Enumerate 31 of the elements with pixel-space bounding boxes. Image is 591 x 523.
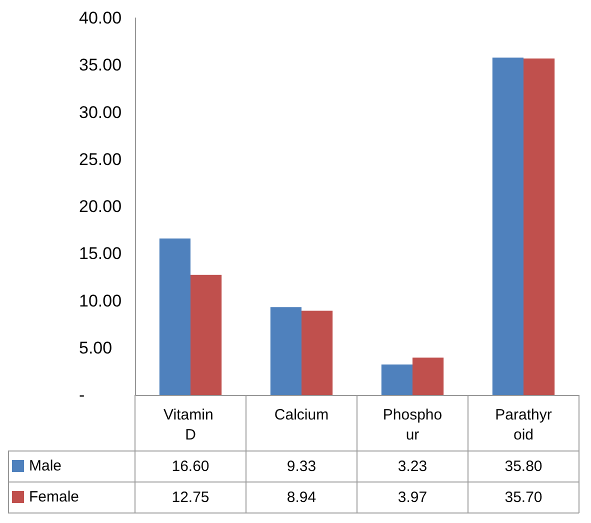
- bar: [492, 58, 524, 395]
- bar: [190, 274, 222, 395]
- y-tick-label: 10.00: [79, 291, 122, 310]
- data-label: 12.75: [172, 489, 210, 506]
- bar: [302, 310, 333, 395]
- bar: [412, 358, 444, 395]
- data-label: 35.70: [504, 489, 542, 506]
- x-tick-label: Calcium: [274, 406, 329, 424]
- x-tick-label: Parathyroid: [495, 406, 552, 444]
- y-tick-label: 15.00: [79, 244, 122, 264]
- x-tick-label: Vitamin D: [164, 406, 218, 444]
- bar: [159, 238, 190, 395]
- y-tick-label: 5.00: [79, 338, 112, 358]
- bar: [270, 307, 302, 395]
- legend-label: Male: [29, 458, 62, 474]
- y-tick-label: 40.00: [79, 8, 122, 28]
- y-tick-label: 20.00: [79, 197, 122, 216]
- data-label: 16.60: [172, 458, 210, 475]
- data-label: 9.33: [286, 458, 316, 475]
- bar: [381, 364, 412, 395]
- y-tick-label: 30.00: [79, 102, 122, 122]
- legend-label: Female: [29, 488, 80, 506]
- y-tick-label: 35.00: [79, 56, 122, 75]
- data-label: 8.94: [286, 489, 316, 506]
- data-label: 35.80: [504, 458, 542, 475]
- x-tick-label: Phosphour: [382, 406, 442, 444]
- y-tick-label: 25.00: [79, 150, 122, 169]
- y-tick-label: -: [79, 386, 85, 404]
- data-label: 3.23: [398, 458, 428, 475]
- bar: [524, 58, 555, 395]
- data-label: 3.97: [398, 489, 428, 506]
